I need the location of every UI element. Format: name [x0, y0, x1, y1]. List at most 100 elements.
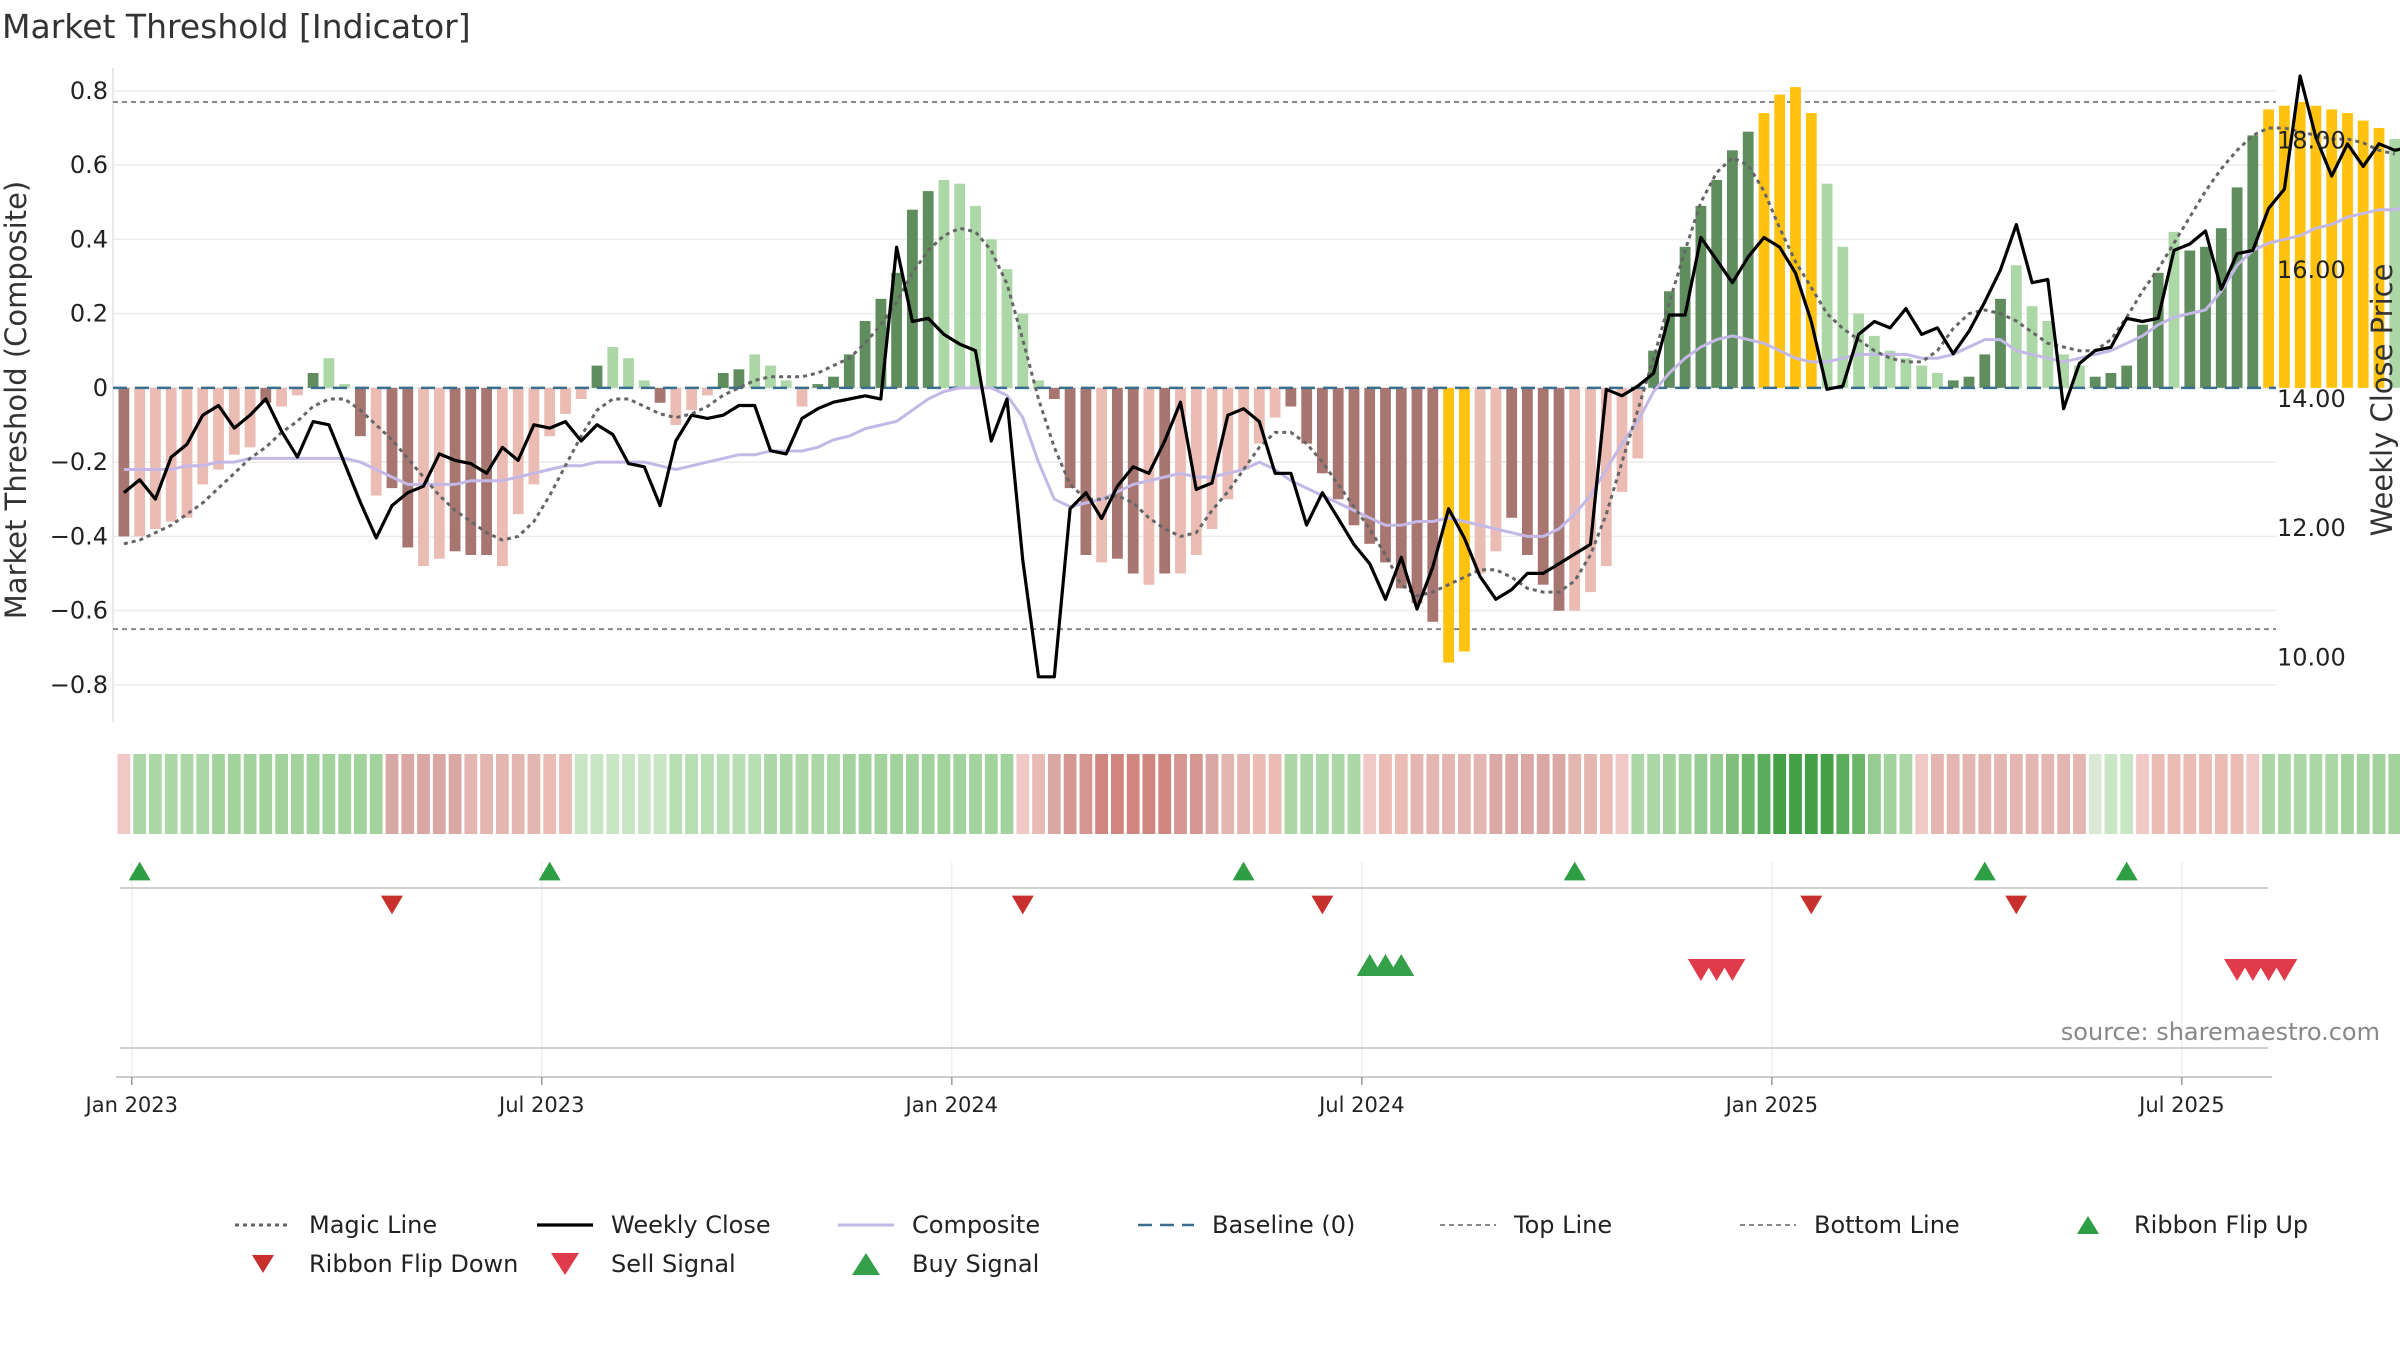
composite-bars	[118, 87, 2400, 663]
ribbon-cell	[1852, 754, 1865, 834]
ribbon-cell	[2246, 754, 2260, 834]
ribbon-cell	[2009, 754, 2023, 834]
composite-bar	[591, 365, 603, 388]
x-tick-label: Jan 2023	[84, 1093, 179, 1117]
composite-bar	[512, 387, 524, 515]
composite-bar	[2010, 265, 2022, 388]
composite-bar	[2089, 376, 2101, 388]
y-tick-left: 0.2	[70, 300, 108, 328]
magic-line	[123, 126, 2396, 598]
ribbon-cell	[1946, 754, 1960, 834]
ribbon-cell	[164, 754, 178, 834]
ribbon-cell	[559, 754, 572, 834]
composite-bar	[1096, 387, 1107, 563]
x-tick-label: Jul 2025	[2137, 1093, 2224, 1117]
composite-bar	[1869, 335, 1880, 388]
composite-bar	[654, 387, 666, 403]
composite-bar	[118, 387, 130, 537]
composite-bar	[2137, 324, 2148, 388]
ribbon-cell	[1568, 754, 1582, 834]
legend-label: Bottom Line	[1814, 1211, 1960, 1239]
ribbon-cell	[779, 754, 793, 834]
ribbon-cell	[2073, 754, 2086, 834]
composite-bar	[1506, 387, 1518, 518]
ribbon-cell	[827, 754, 840, 834]
ribbon-cell	[1978, 754, 1992, 834]
ribbon-cell	[2088, 754, 2102, 834]
composite-bar	[1364, 387, 1376, 544]
composite-bar	[307, 373, 319, 388]
legend: Magic Line Weekly Close Composite Baseline …	[235, 1211, 2308, 1278]
composite-bar	[2342, 113, 2353, 388]
legend-item-magic: Magic Line	[235, 1211, 437, 1239]
ribbon-cell	[1331, 754, 1345, 834]
ribbon-cell	[574, 754, 588, 834]
x-tick-label: Jul 2023	[497, 1093, 584, 1117]
composite-bar	[1427, 387, 1439, 622]
y-tick-left: −0.6	[50, 597, 108, 625]
composite-bar	[954, 183, 966, 388]
composite-bar	[1884, 350, 1896, 388]
ribbon-cell	[937, 754, 951, 834]
legend-swatch-buy	[852, 1253, 880, 1275]
ribbon-cell	[732, 754, 746, 834]
composite-bar	[1017, 313, 1029, 388]
composite-bar	[370, 387, 382, 496]
ribbon-flip-down-marker	[2005, 895, 2028, 915]
composite-bar	[260, 387, 272, 403]
legend-item-baseline: Baseline (0)	[1138, 1211, 1355, 1239]
ribbon-cell	[543, 754, 557, 834]
composite-bar	[1269, 387, 1281, 418]
composite-bar	[2042, 321, 2054, 388]
ribbon-cell	[1915, 754, 1929, 834]
composite-bar	[1537, 387, 1549, 585]
composite-bar	[418, 387, 429, 567]
ribbon-cell	[448, 754, 462, 834]
composite-bar	[1380, 387, 1391, 563]
ribbon-cell	[2262, 754, 2275, 834]
composite-bar	[1348, 387, 1360, 526]
ribbon-cell	[2278, 754, 2291, 834]
ribbon-cell	[212, 754, 225, 834]
ribbon-cell	[1252, 754, 1266, 834]
composite-bar	[244, 387, 256, 448]
composite-bar	[1285, 387, 1297, 407]
ribbon-cell	[149, 754, 162, 834]
ribbon-cell	[1268, 754, 1282, 834]
ribbon-cell	[1647, 754, 1660, 834]
legend-item-close: Weekly Close	[537, 1211, 771, 1239]
composite-bar	[1600, 387, 1612, 567]
ribbon-cell	[2293, 754, 2307, 834]
y-axis-right-ticks: 18.00 16.00 14.00 12.00 10.00	[2277, 127, 2346, 672]
ribbon-cell	[432, 754, 446, 834]
ribbon-cell	[2199, 754, 2212, 834]
y-axis-left-ticks: 0.8 0.6 0.4 0.2 0 −0.2 −0.4 −0.6 −0.8	[50, 77, 108, 699]
composite-bar	[812, 384, 824, 388]
composite-bar	[1916, 365, 1928, 388]
composite-bar	[2263, 109, 2274, 388]
composite-bar	[1411, 387, 1423, 604]
chart-title: Market Threshold [Indicator]	[2, 7, 471, 46]
composite-bar	[859, 321, 871, 388]
ribbon-cell	[1552, 754, 1566, 834]
ribbon-cell	[1710, 754, 1724, 834]
ribbon-cell	[637, 754, 651, 834]
composite-bar	[907, 209, 918, 388]
y-tick-right: 14.00	[2277, 385, 2346, 413]
ribbon-cell	[890, 754, 903, 834]
composite-bar	[497, 387, 508, 567]
composite-bar	[1569, 387, 1581, 611]
ribbon-cell	[1221, 754, 1235, 834]
composite-bar	[560, 387, 571, 414]
composite-bar	[1727, 150, 1738, 388]
ribbon-flip-up-marker	[538, 861, 561, 881]
ribbon-cell	[1757, 754, 1771, 834]
composite-bar	[197, 387, 209, 485]
ribbon-flip-up-marker	[2115, 861, 2138, 881]
ribbon-cell	[1442, 754, 1455, 834]
composite-bar	[1664, 291, 1675, 388]
ribbon-cell	[1316, 754, 1329, 834]
ribbon-cell	[1663, 754, 1676, 834]
ribbon-cell	[1079, 754, 1093, 834]
